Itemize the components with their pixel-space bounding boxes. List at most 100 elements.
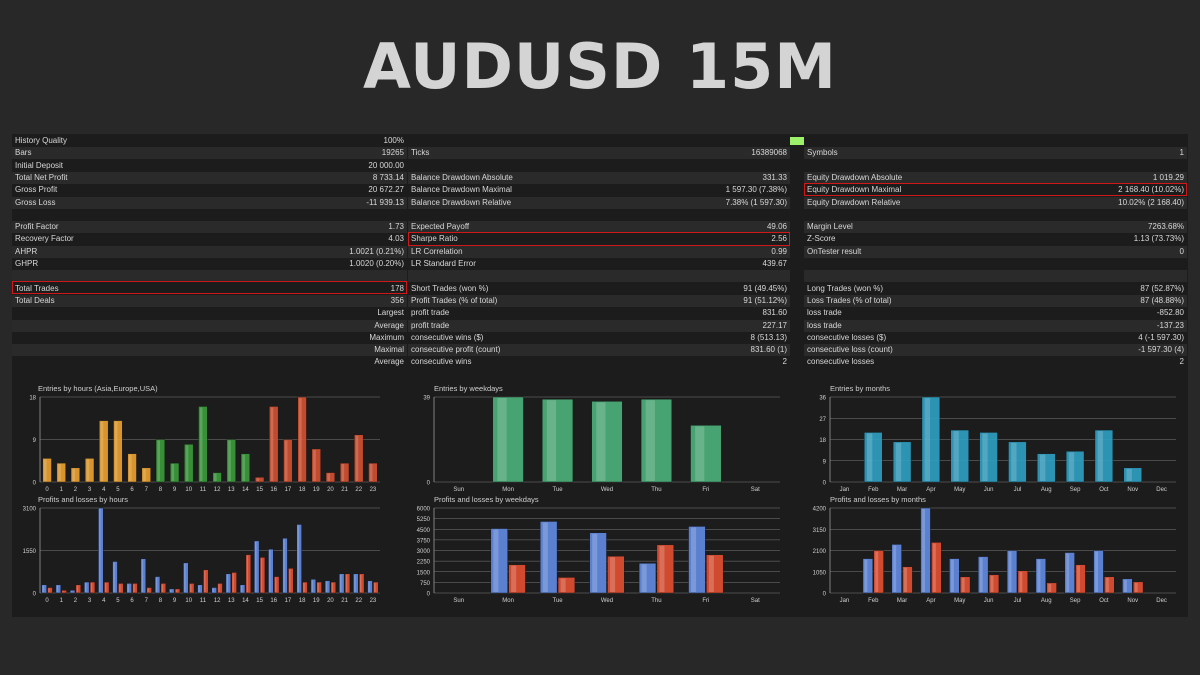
stat-label: LR Correlation	[411, 246, 463, 256]
profit-bar	[490, 528, 508, 594]
bar-highlight	[86, 459, 90, 481]
stats-row	[804, 135, 1187, 147]
bar-highlight	[1068, 452, 1075, 481]
stat-value: 0.99	[771, 246, 787, 256]
x-tick-label: Oct	[1099, 487, 1109, 493]
bar	[184, 444, 194, 483]
profit-bar	[169, 588, 175, 594]
bar-highlight	[72, 468, 75, 481]
bar-highlight	[359, 574, 362, 592]
bar	[591, 401, 623, 483]
bar-highlight	[1077, 565, 1080, 592]
pl-months-chart: Profits and losses by months 0 1050 2100 315…	[804, 495, 1184, 605]
stat-value: -1 597.30 (4)	[1138, 345, 1184, 355]
bar	[84, 458, 95, 483]
stats-row: Maximal	[12, 344, 407, 357]
bar	[141, 467, 151, 483]
bar-highlight	[592, 533, 598, 592]
stat-value: 1.0020 (0.20%)	[349, 259, 404, 268]
stats-row: Profit Factor 1.73	[12, 221, 407, 234]
bar-highlight	[610, 557, 616, 592]
loss-bar	[931, 542, 942, 594]
stats-row: Equity Drawdown Absolute 1 019.29	[804, 171, 1187, 184]
highlight-total-trades	[12, 281, 407, 294]
bar-highlight	[169, 589, 172, 592]
x-tick-label: Sep	[1070, 598, 1081, 604]
bar	[269, 406, 279, 483]
stat-label: Equity Drawdown Maximal	[807, 185, 902, 195]
x-tick-label: 19	[313, 598, 320, 604]
x-tick-label: 3	[88, 598, 92, 604]
x-tick-label: Thu	[651, 598, 661, 604]
profit-bar	[339, 573, 345, 594]
loss-bar	[47, 587, 53, 594]
stat-value: 7263.68%	[1147, 222, 1184, 232]
bar-highlight	[274, 577, 277, 592]
x-tick-label: 19	[313, 487, 320, 493]
stats-row: Total Net Profit 8 733.14	[12, 171, 407, 184]
loss-bar	[706, 554, 724, 594]
x-tick-label: 6	[130, 487, 134, 493]
profit-bar	[84, 581, 90, 594]
bar-highlight	[691, 527, 697, 592]
x-tick-label: Tue	[553, 598, 564, 604]
x-tick-label: 5	[116, 487, 120, 493]
bar	[1008, 441, 1027, 483]
bar-highlight	[155, 577, 158, 592]
stat-label: OnTester result	[807, 246, 862, 256]
loss-bar	[988, 574, 1000, 594]
stats-row: Total Trades 178	[12, 282, 407, 295]
bar-highlight	[84, 583, 87, 592]
stat-value: 1.13 (73.73%)	[1133, 234, 1184, 244]
x-tick-label: Dec	[1156, 487, 1167, 493]
stat-value: 178	[390, 283, 404, 293]
x-tick-label: 8	[159, 487, 163, 493]
bar	[311, 448, 321, 483]
entries-months-chart: Entries by months 0 9 18 27 36 Jan Feb Mar Apr May…	[804, 384, 1184, 494]
loss-bar	[217, 583, 223, 594]
x-tick-label: 5	[116, 598, 120, 604]
y-tick-label: 39	[423, 396, 430, 402]
x-tick-label: 12	[214, 487, 221, 493]
profit-bar	[978, 556, 989, 594]
stat-label: Margin Level	[807, 222, 853, 232]
profit-bar	[540, 521, 558, 594]
bar-highlight	[114, 421, 118, 481]
bar-highlight	[242, 454, 245, 481]
stat-value: 100%	[383, 136, 404, 145]
bar-highlight	[542, 522, 548, 592]
bar	[1123, 467, 1142, 483]
profit-bar	[688, 526, 706, 594]
loss-bar	[146, 587, 152, 594]
x-tick-label: 4	[102, 487, 106, 493]
stat-label: consecutive loss (count)	[807, 345, 893, 355]
x-tick-label: 15	[256, 598, 263, 604]
pl-months-svg: 0 1050 2100 3150 4200 Jan Feb Mar Apr May Jun Jul Au…	[813, 507, 1176, 604]
bar-highlight	[99, 509, 101, 592]
x-tick-label: 7	[145, 487, 149, 493]
profit-bar	[140, 558, 146, 594]
bar-highlight	[708, 555, 714, 592]
x-tick-label: Jan	[840, 487, 850, 493]
bar-highlight	[311, 580, 314, 592]
y-tick-label: 0	[33, 592, 37, 598]
loss-bar	[316, 581, 322, 594]
stat-label: Initial Deposit	[15, 160, 64, 170]
loss-bar	[259, 557, 266, 594]
stat-label: Gross Profit	[15, 185, 58, 195]
profit-bar	[268, 548, 274, 594]
entries-months-svg: 0 9 18 27 36 Jan Feb Mar Apr May Jun Jul Aug Sep Oct No…	[819, 396, 1176, 493]
x-tick-label: Apr	[926, 487, 935, 493]
loss-bar	[274, 576, 280, 594]
stat-label: consecutive wins ($)	[411, 332, 484, 342]
stats-row: loss trade -852.80	[804, 307, 1187, 320]
profit-bar	[1064, 552, 1075, 594]
loss-bar	[1104, 576, 1115, 594]
bar-highlight	[864, 559, 868, 592]
loss-bar	[245, 554, 251, 594]
pl-weekdays-chart: Profits and losses by weekdays 0 750 1500 22…	[408, 495, 788, 605]
loss-bar	[104, 581, 110, 594]
stat-label: Total Trades	[15, 283, 59, 293]
y-tick-label: 9	[33, 438, 37, 444]
stat-value: -852.80	[1156, 308, 1184, 318]
